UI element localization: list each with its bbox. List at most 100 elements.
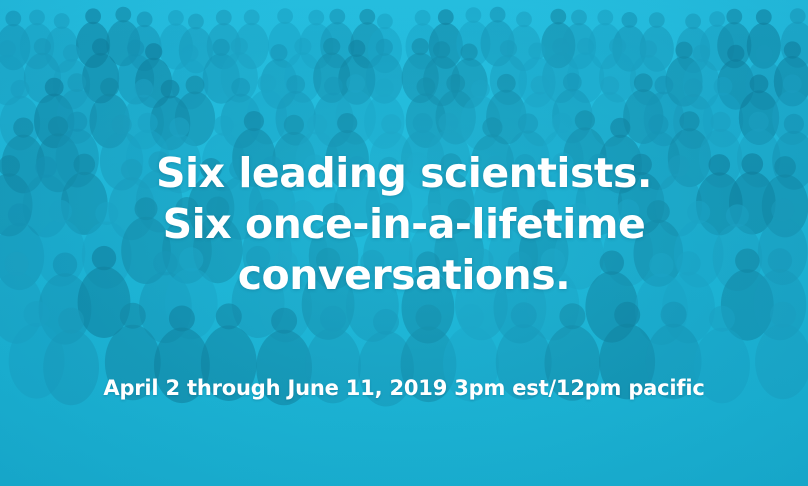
crowd-person-head bbox=[92, 38, 110, 56]
crowd-person-head bbox=[552, 38, 570, 56]
crowd-person-head bbox=[616, 199, 640, 223]
crowd-person-head bbox=[229, 158, 251, 181]
crowd-person-head bbox=[621, 12, 638, 28]
crowd-person-head bbox=[709, 305, 735, 332]
crowd-person-head bbox=[741, 153, 764, 175]
crowd-person-head bbox=[44, 77, 64, 97]
crowd-person-head bbox=[588, 153, 610, 176]
crowd-person-head bbox=[684, 78, 703, 98]
crowd-person-head bbox=[4, 251, 29, 276]
crowd-person-head bbox=[378, 156, 400, 179]
crowd-person-head bbox=[437, 9, 454, 26]
crowd-person-head bbox=[654, 75, 674, 95]
crowd-person-head bbox=[755, 45, 773, 63]
crowd-person-body bbox=[77, 266, 131, 338]
crowd-person-head bbox=[755, 9, 772, 25]
crowd-person-head bbox=[160, 79, 180, 99]
crowd-person-body bbox=[61, 171, 108, 235]
crowd-person-head bbox=[0, 40, 16, 58]
crowd-person-head bbox=[685, 13, 701, 30]
crowd-person-head bbox=[230, 37, 248, 55]
crowd-person-head bbox=[514, 154, 536, 176]
crowd-person-head bbox=[245, 245, 271, 271]
crowd-person-head bbox=[465, 7, 482, 23]
crowd-person-head bbox=[91, 245, 117, 271]
crowd-person-head bbox=[377, 13, 393, 30]
crowd-person-head bbox=[416, 77, 436, 97]
crowd-person-head bbox=[540, 248, 565, 273]
crowd-person-head bbox=[774, 156, 796, 178]
crowd-person-head bbox=[559, 303, 586, 330]
crowd-person-head bbox=[49, 199, 72, 223]
crowd-person-head bbox=[215, 9, 232, 26]
crowd-person-head bbox=[73, 153, 96, 176]
crowd-person-body bbox=[655, 173, 702, 237]
crowd-person-head bbox=[243, 111, 264, 132]
crowd-person-body bbox=[200, 325, 257, 402]
crowd-person-head bbox=[179, 247, 204, 272]
crowd-person-head bbox=[375, 38, 393, 56]
crowd-person-head bbox=[322, 202, 346, 226]
crowd-person-head bbox=[727, 44, 745, 62]
crowd-person-head bbox=[206, 196, 230, 220]
crowd-person-body bbox=[400, 326, 457, 403]
crowd-person-head bbox=[532, 199, 556, 223]
crowd-person-head bbox=[329, 8, 346, 25]
crowd-person-head bbox=[649, 252, 674, 278]
crowd-person-head bbox=[181, 44, 199, 62]
crowd-person-head bbox=[725, 204, 749, 228]
crowd-person-head bbox=[599, 250, 624, 275]
crowd-person-head bbox=[315, 247, 341, 273]
crowd-person-head bbox=[648, 114, 669, 135]
crowd-person-head bbox=[789, 8, 806, 24]
crowd-person-head bbox=[111, 114, 132, 135]
crowd-person-head bbox=[145, 43, 163, 61]
crowd-person-head bbox=[115, 6, 132, 23]
crowd-person-head bbox=[499, 40, 517, 58]
crowd-person-head bbox=[7, 203, 31, 227]
crowd-person-head bbox=[471, 79, 490, 99]
crowd-person-head bbox=[597, 9, 614, 26]
crowd-person-head bbox=[303, 154, 326, 176]
crowd-person-body bbox=[256, 329, 312, 406]
crowd-person-head bbox=[646, 200, 670, 224]
crowd-person-head bbox=[243, 9, 260, 26]
crowd-person-head bbox=[551, 112, 573, 133]
crowd-person-head bbox=[29, 9, 45, 26]
crowd-person-head bbox=[485, 155, 508, 177]
crowd-person-head bbox=[516, 11, 532, 28]
crowd-person-head bbox=[100, 77, 119, 97]
crowd-person-head bbox=[185, 75, 205, 95]
headline-line-3: conversations. bbox=[237, 251, 571, 299]
crowd-person-head bbox=[215, 303, 242, 330]
crowd-person-head bbox=[748, 111, 769, 132]
crowd-person-head bbox=[415, 251, 441, 276]
crowd-person-head bbox=[127, 39, 145, 57]
crowd-person-body bbox=[365, 53, 403, 104]
crowd-person-head bbox=[679, 111, 700, 132]
crowd-person-head bbox=[469, 248, 494, 273]
crowd-person-body bbox=[495, 324, 552, 400]
crowd-person-head bbox=[323, 37, 341, 56]
crowd-person-head bbox=[168, 10, 184, 26]
crowd-person-head bbox=[359, 8, 376, 25]
crowd-person-head bbox=[188, 13, 204, 30]
crowd-person-head bbox=[414, 9, 431, 26]
crowd-person-head bbox=[255, 199, 279, 223]
crowd-person-head bbox=[550, 8, 567, 25]
crowd-person-head bbox=[496, 73, 516, 93]
crowd-person-body bbox=[358, 330, 414, 407]
event-dates: April 2 through June 11, 2019 3pm est/12… bbox=[103, 376, 705, 400]
crowd-person-head bbox=[667, 155, 690, 177]
crowd-person-head bbox=[783, 41, 802, 59]
headline-line-1: Six leading scientists. bbox=[156, 149, 652, 197]
crowd-person-head bbox=[374, 78, 394, 98]
crowd-person-head bbox=[346, 74, 366, 93]
crowd-person-head bbox=[422, 202, 446, 226]
crowd-person-head bbox=[639, 40, 658, 58]
crowd-person-head bbox=[633, 73, 653, 93]
crowd-person-head bbox=[489, 6, 506, 23]
